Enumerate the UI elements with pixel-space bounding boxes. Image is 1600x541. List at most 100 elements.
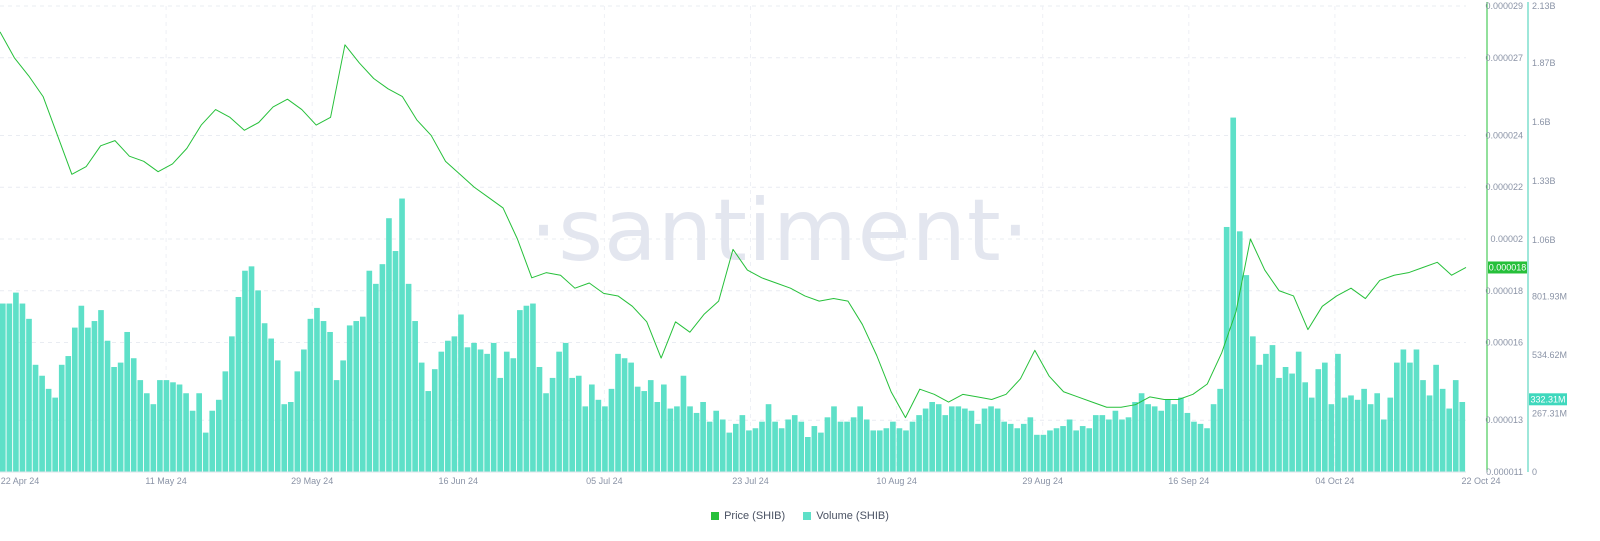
volume-bar [19,303,26,472]
volume-bar [1099,415,1106,472]
volume-bar [948,406,955,472]
volume-swatch-icon [803,512,812,520]
legend: Price (SHIB) Volume (SHIB) [0,510,1600,522]
volume-bar [464,347,471,472]
volume-tick-label: 1.87B [1532,58,1556,68]
volume-bar [582,406,589,472]
volume-bar [281,404,288,472]
volume-bar [896,428,903,472]
volume-bar [1295,351,1302,472]
volume-bar [333,380,340,472]
volume-bar [713,410,720,472]
volume-bar [700,401,706,472]
volume-bar [654,401,661,472]
volume-bar [916,415,922,472]
volume-bar [183,393,189,472]
volume-bar [1027,417,1034,472]
volume-bar [1380,419,1387,472]
volume-bar [831,406,837,472]
volume-bar [1394,362,1400,472]
legend-item-volume[interactable]: Volume (SHIB) [803,510,889,522]
volume-bar [870,430,877,472]
value-badges: 0.000018 332.31M [1488,261,1567,406]
volume-bar [229,336,235,472]
axes [0,2,1529,473]
price-tick-label: 0.000027 [1485,53,1523,63]
grid-lines [0,5,1466,473]
volume-bar [1426,395,1433,472]
volume-bar [1151,406,1158,472]
volume-bar [71,327,78,472]
price-tick-label: 0.000029 [1485,1,1523,11]
last-price-badge [1488,261,1527,274]
volume-bar [104,340,111,472]
x-axis-ticks: 22 Apr 24 11 May 24 29 May 24 16 Jun 24 05 J… [1,476,1501,486]
volume-bar [425,391,432,472]
volume-bar [935,404,942,472]
volume-bar [1092,415,1099,472]
volume-bar [1223,226,1230,472]
volume-bar [883,428,890,472]
volume-bars [0,117,1466,472]
volume-bar [510,358,517,472]
volume-bar [143,393,150,472]
volume-bar [1446,408,1453,472]
volume-bar [687,406,693,472]
volume-bar [261,323,268,472]
volume-bar [320,321,327,472]
volume-bar [222,371,229,472]
volume-bar [778,428,785,472]
volume-bar [373,283,379,472]
volume-bar [785,419,791,472]
legend-item-price[interactable]: Price (SHIB) [711,510,785,522]
volume-bar [78,305,85,472]
volume-bar [811,426,818,472]
volume-bar [1439,388,1446,472]
volume-bar [1158,410,1165,472]
last-price-label: 0.000018 [1489,263,1527,273]
volume-bar [1289,373,1295,472]
volume-bar [1171,404,1178,472]
volume-bar [32,364,39,472]
volume-bar [1125,417,1132,472]
volume-bar [804,437,811,472]
volume-bar [1060,426,1066,472]
volume-bar [798,421,805,472]
volume-bar [955,406,962,472]
volume-bar [52,397,58,472]
volume-bar [353,321,360,472]
volume-bar [608,388,615,472]
volume-bar [1066,419,1073,472]
volume-bar [1047,430,1053,472]
volume-tick-label: 1.06B [1532,235,1556,245]
volume-axis-ticks: 0 267.31M 534.62M 801.93M 1.06B 1.33B 1.6B 1.87… [1532,1,1567,477]
volume-bar [327,331,333,472]
volume-bar [386,218,392,472]
volume-bar [58,364,65,472]
volume-bar [975,423,981,472]
volume-bar [248,266,255,472]
volume-bar [503,351,510,472]
price-swatch-icon [711,512,720,520]
volume-bar [484,353,490,472]
volume-bar [674,406,680,472]
volume-bar [1145,404,1151,472]
volume-bar [196,393,202,472]
x-tick-label: 29 Aug 24 [1022,476,1063,486]
volume-bar [117,362,124,472]
volume-bar [307,318,314,472]
volume-bar [268,338,274,472]
price-tick-label: 0.000016 [1485,338,1523,348]
volume-bar [215,399,222,472]
volume-bar [772,421,778,472]
volume-bar [876,430,883,472]
volume-bar [366,270,373,472]
volume-bar [294,371,301,472]
volume-tick-label: 0 [1532,467,1537,477]
volume-bar [490,342,497,472]
volume-bar [1348,395,1354,472]
volume-bar [962,408,968,472]
volume-bar [746,430,752,472]
volume-bar [536,366,543,472]
volume-bar [1210,404,1217,472]
